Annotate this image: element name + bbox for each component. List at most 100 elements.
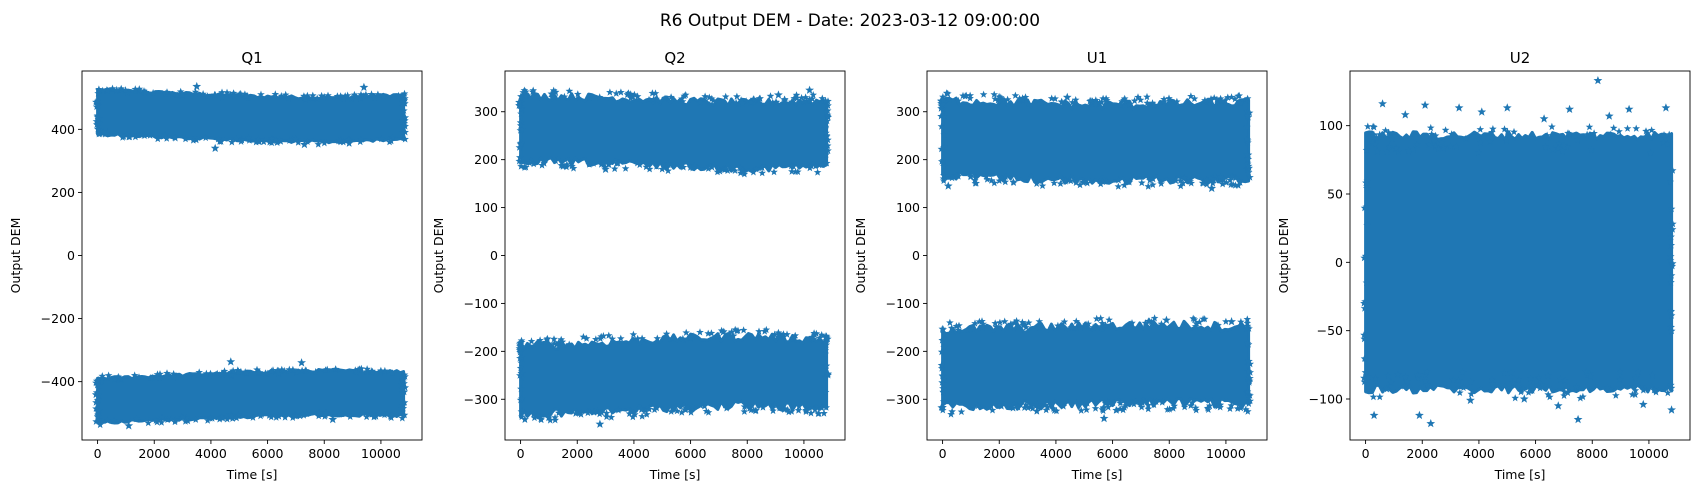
- data-point: [1587, 145, 1596, 154]
- data-point: [713, 332, 722, 340]
- data-point: [398, 102, 407, 110]
- data-point: [585, 93, 594, 101]
- data-point: [1061, 177, 1070, 185]
- data-point: [549, 86, 558, 94]
- data-point: [783, 405, 792, 414]
- data-point: [1502, 136, 1511, 144]
- data-point: [995, 176, 1004, 184]
- y-tick-label: 100: [474, 200, 498, 215]
- data-point: [1361, 297, 1369, 305]
- data-point-outlier: [1369, 410, 1379, 420]
- x-tick-label: 4000: [618, 446, 650, 461]
- data-point: [696, 98, 704, 106]
- data-point: [1207, 174, 1215, 182]
- data-point: [1160, 95, 1168, 103]
- data-point: [758, 169, 766, 177]
- x-tick-label: 10000: [1629, 446, 1669, 461]
- data-point: [742, 97, 750, 105]
- data-point: [529, 86, 537, 94]
- data-point: [92, 404, 100, 412]
- data-point: [642, 163, 650, 171]
- data-point: [398, 414, 407, 422]
- data-point: [526, 159, 534, 167]
- data-point: [1642, 127, 1650, 135]
- data-point: [292, 412, 301, 420]
- data-point: [1188, 398, 1197, 406]
- data-point: [1084, 320, 1092, 328]
- data-point: [1054, 321, 1062, 330]
- data-point: [592, 335, 600, 343]
- data-point: [1028, 404, 1037, 412]
- data-point: [1144, 182, 1152, 190]
- data-point: [597, 408, 606, 416]
- y-tick-label: 50: [1327, 187, 1343, 202]
- data-point: [740, 407, 749, 415]
- data-point: [530, 159, 538, 168]
- data-point: [1038, 181, 1047, 190]
- data-point: [237, 367, 245, 376]
- data-point: [1021, 93, 1030, 101]
- data-point: [645, 95, 653, 104]
- data-point: [321, 366, 330, 374]
- data-point: [158, 413, 166, 422]
- data-point: [937, 112, 945, 120]
- data-point: [169, 370, 178, 378]
- data-point: [1071, 96, 1080, 104]
- data-point: [1527, 382, 1536, 390]
- data-point: [275, 369, 283, 377]
- data-point: [1663, 140, 1672, 148]
- data-point: [1383, 147, 1391, 156]
- data-point: [359, 409, 367, 417]
- data-point: [1584, 371, 1592, 379]
- data-point: [368, 410, 376, 418]
- data-point: [1243, 135, 1251, 143]
- data-point: [971, 179, 980, 187]
- data-point: [1024, 100, 1032, 108]
- data-point: [399, 116, 407, 124]
- y-tick-label: 400: [51, 122, 75, 137]
- subplot-title: U1: [1087, 49, 1108, 67]
- data-point: [707, 329, 716, 337]
- data-point: [1558, 147, 1567, 155]
- data-point: [550, 339, 559, 347]
- data-point: [1585, 123, 1594, 131]
- data-point: [281, 90, 290, 99]
- data-point: [201, 133, 210, 142]
- data-point: [219, 414, 227, 422]
- data-point: [641, 406, 649, 414]
- data-point: [94, 101, 103, 109]
- data-point: [734, 326, 742, 334]
- data-point: [1116, 101, 1125, 109]
- data-point: [95, 130, 103, 138]
- data-point: [794, 406, 803, 414]
- data-point: [562, 163, 571, 171]
- data-point: [822, 403, 830, 411]
- data-point: [557, 335, 565, 343]
- data-point: [1514, 376, 1523, 384]
- data-point: [952, 172, 961, 180]
- data-point-outlier: [601, 164, 610, 173]
- data-point: [1069, 323, 1077, 331]
- data-point: [1400, 382, 1409, 390]
- data-point: [1131, 398, 1140, 406]
- y-tick-label: 0: [67, 248, 75, 263]
- data-point: [721, 401, 730, 409]
- data-point: [746, 404, 754, 412]
- data-point: [625, 409, 634, 417]
- data-point: [1667, 381, 1675, 389]
- data-point: [971, 173, 980, 181]
- data-point: [1549, 145, 1557, 153]
- data-point: [1035, 323, 1044, 331]
- data-point: [1105, 399, 1114, 407]
- data-point-outlier: [1420, 100, 1430, 109]
- data-point: [755, 327, 763, 335]
- data-point: [159, 132, 167, 140]
- data-point: [529, 410, 538, 418]
- data-point: [589, 159, 598, 167]
- data-point: [1641, 132, 1650, 141]
- data-point: [265, 411, 274, 419]
- x-tick-label: 0: [1362, 446, 1370, 461]
- data-point: [97, 376, 106, 384]
- data-point: [398, 128, 407, 136]
- data-point: [940, 162, 948, 170]
